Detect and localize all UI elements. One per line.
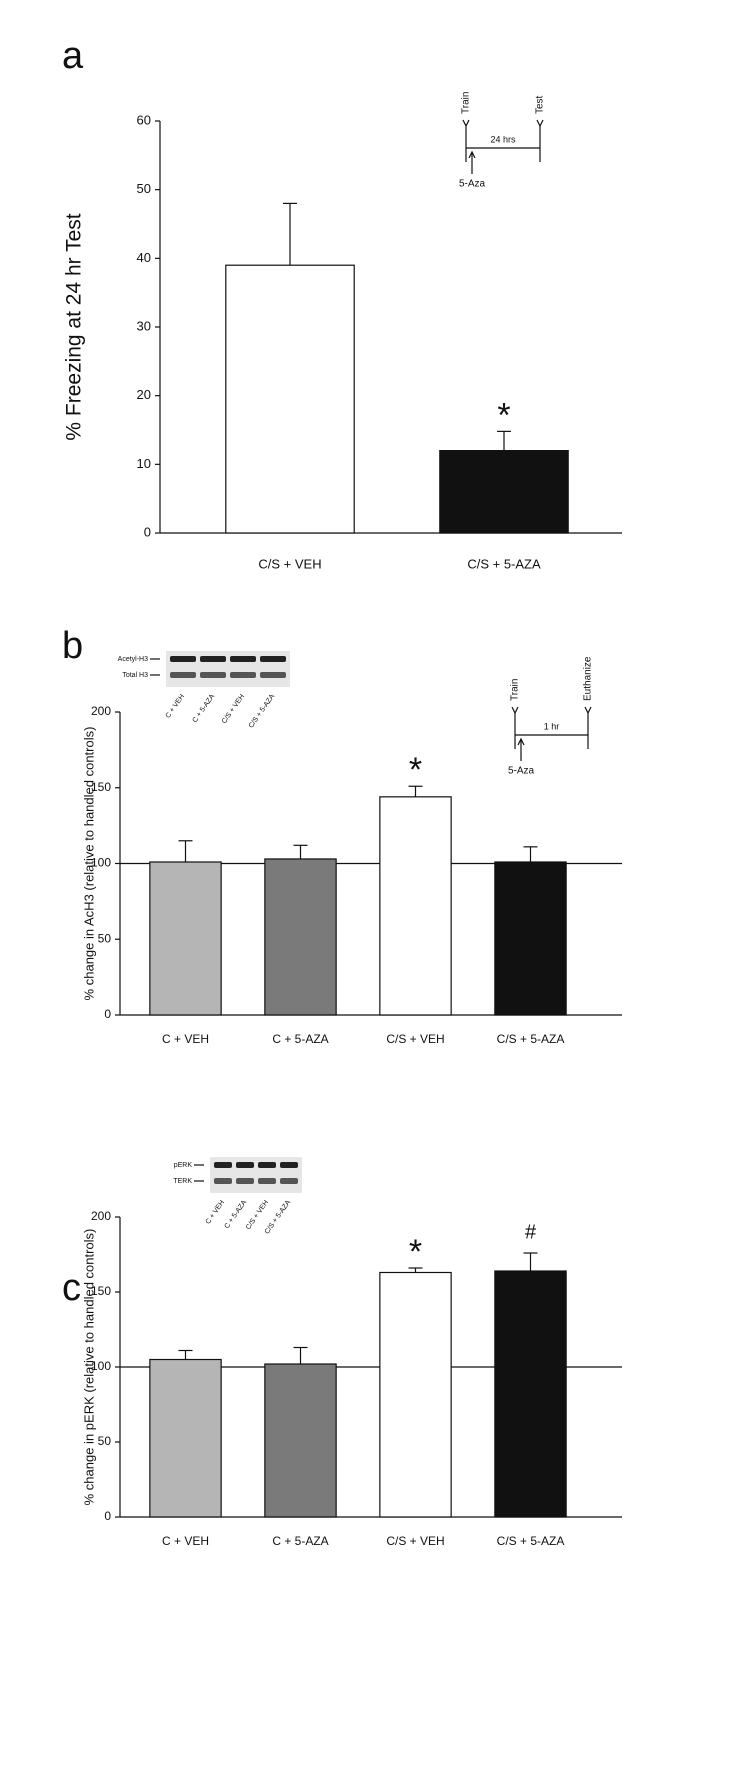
arrow	[462, 119, 470, 128]
blot-band	[170, 656, 196, 662]
timeline-injection: 5-Aza	[459, 179, 486, 190]
blot-lane-label: C/S + 5-AZA	[248, 693, 277, 730]
bar	[264, 858, 337, 1016]
timeline-interval: 1 hr	[544, 721, 560, 731]
x-tick-label: C + 5-AZA	[272, 1534, 328, 1548]
y-tick-label: 40	[137, 250, 151, 265]
timeline-injection: 5-Aza	[508, 766, 535, 777]
bar	[439, 450, 569, 534]
y-tick-label: 200	[91, 704, 111, 718]
blot-band	[214, 1178, 232, 1184]
y-tick-label: 100	[91, 1359, 111, 1373]
blot-band	[200, 656, 226, 662]
x-tick-label: C + VEH	[162, 1534, 209, 1548]
y-tick-label: 50	[137, 181, 151, 196]
arrow	[584, 706, 592, 715]
blot-lane-label: C + 5-AZA	[224, 1199, 249, 1230]
blot-row-label: Acetyl-H3	[118, 656, 148, 663]
timeline-event: Train	[461, 92, 472, 114]
timeline-event: Test	[535, 95, 546, 114]
timeline-interval: 24 hrs	[490, 134, 516, 144]
y-axis-label: % Freezing at 24 hr Test	[63, 213, 86, 440]
blot-band	[280, 1162, 298, 1168]
blot-band	[230, 672, 256, 678]
x-tick-label: C/S + 5-AZA	[467, 556, 541, 571]
bar	[264, 1363, 337, 1518]
timeline-event: Euthanize	[583, 656, 594, 701]
y-tick-label: 20	[137, 387, 151, 402]
y-tick-label: 150	[91, 780, 111, 794]
y-axis-label: % change in pERK (relative to handled co…	[81, 1229, 96, 1506]
arrow	[511, 706, 519, 715]
y-tick-label: 0	[104, 1007, 111, 1021]
blot-row-label: Total H3	[122, 672, 148, 679]
y-tick-label: 50	[98, 931, 112, 945]
blot-band	[170, 672, 196, 678]
panel-label: c	[62, 1267, 81, 1309]
bar	[379, 796, 452, 1016]
arrow	[468, 150, 476, 159]
significance-marker: *	[497, 396, 510, 434]
blot-band	[260, 656, 286, 662]
blot-band	[230, 656, 256, 662]
blot-row-label: TERK	[173, 1178, 192, 1185]
significance-marker: *	[409, 1233, 422, 1271]
blot-band	[260, 672, 286, 678]
blot-band	[258, 1178, 276, 1184]
blot-band	[236, 1162, 254, 1168]
bar	[149, 861, 222, 1016]
arrow	[536, 119, 544, 128]
y-tick-label: 30	[137, 318, 151, 333]
bar	[379, 1271, 452, 1518]
y-tick-label: 100	[91, 856, 111, 870]
blot-band	[214, 1162, 232, 1168]
timeline-event: Train	[510, 679, 521, 701]
y-tick-label: 150	[91, 1284, 111, 1298]
significance-marker: *	[409, 751, 422, 789]
x-tick-label: C/S + VEH	[386, 1534, 444, 1548]
blot-band	[258, 1162, 276, 1168]
y-tick-label: 200	[91, 1209, 111, 1223]
panel-label: a	[62, 35, 84, 77]
bar	[494, 1270, 567, 1518]
y-tick-label: 0	[144, 524, 151, 539]
bar	[149, 1358, 222, 1518]
x-tick-label: C/S + VEH	[258, 556, 321, 571]
x-tick-label: C/S + 5-AZA	[497, 1534, 565, 1548]
blot-band	[280, 1178, 298, 1184]
blot-lane-label: C + VEH	[165, 693, 186, 719]
blot-lane-label: C + 5-AZA	[192, 693, 217, 724]
bar	[494, 861, 567, 1016]
blot-lane-label: C/S + VEH	[221, 693, 246, 725]
x-tick-label: C/S + 5-AZA	[497, 1032, 565, 1046]
bar	[225, 264, 355, 534]
x-tick-label: C + 5-AZA	[272, 1032, 328, 1046]
blot-band	[200, 672, 226, 678]
blot-row-label: pERK	[174, 1162, 193, 1169]
panel-label: b	[62, 625, 83, 667]
y-axis-label: % change in AcH3 (relative to handled co…	[81, 727, 96, 1001]
y-tick-label: 10	[137, 456, 151, 471]
blot-lane-label: C + VEH	[205, 1199, 226, 1225]
x-tick-label: C/S + VEH	[386, 1032, 444, 1046]
y-tick-label: 60	[137, 112, 151, 127]
significance-marker: #	[525, 1221, 537, 1243]
y-tick-label: 50	[98, 1434, 112, 1448]
y-tick-label: 0	[104, 1509, 111, 1523]
x-tick-label: C + VEH	[162, 1032, 209, 1046]
arrow	[517, 737, 525, 746]
blot-band	[236, 1178, 254, 1184]
